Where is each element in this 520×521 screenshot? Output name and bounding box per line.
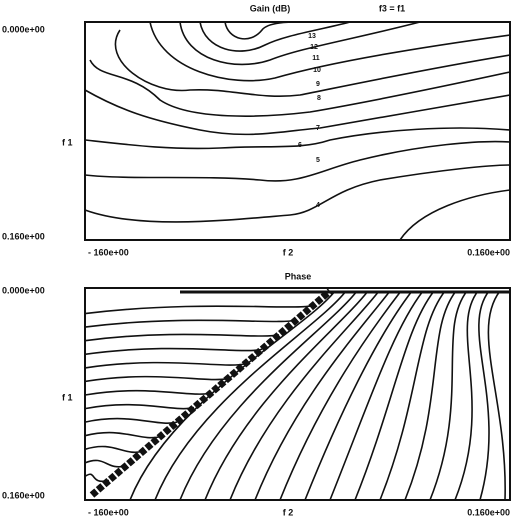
contour-line: [84, 445, 144, 454]
contour-line: [84, 361, 246, 369]
phase-wrap-band: [89, 288, 333, 498]
contour-label: 13: [308, 33, 316, 40]
contour-line: [229, 290, 380, 501]
contour-line: [154, 290, 347, 501]
contour-line: [84, 389, 212, 396]
contour-line: [129, 290, 336, 501]
x-tick-label: 0.160e+00: [467, 507, 510, 517]
contour-label: 12: [310, 44, 318, 51]
contour-line: [84, 459, 127, 468]
contour-line: [454, 290, 479, 501]
contour-line: [404, 290, 457, 501]
y-axis-label: f 1: [62, 392, 73, 402]
x-tick-label: 0.160e+00: [467, 247, 510, 257]
contour-line: [84, 333, 280, 342]
contour-line: [329, 290, 424, 501]
contour-line: [487, 290, 506, 501]
contour-line: [179, 290, 358, 501]
y-tick-label: 0.000e+00: [2, 285, 45, 295]
chart-title: Gain (dB): [250, 3, 291, 13]
contour-label: 9: [316, 81, 320, 88]
x-tick-label: - 160e+00: [88, 247, 129, 257]
contour-line: [84, 304, 314, 315]
chart-title: Phase: [285, 271, 312, 281]
contour-lines: [84, 21, 511, 241]
contour-line: [84, 417, 178, 424]
plot-frame: [84, 287, 511, 501]
contour-line: [429, 290, 468, 501]
y-axis-label: f 1: [62, 137, 73, 147]
contour-label: 4: [316, 202, 320, 209]
contour-label: 8: [317, 95, 321, 102]
contour-line: [84, 347, 263, 356]
contour-line: [254, 290, 391, 501]
contour-line: [478, 290, 490, 501]
contour-line: [354, 290, 435, 501]
contour-line: [304, 290, 413, 501]
contour-line: [379, 290, 446, 501]
x-axis-label: f 2: [283, 247, 294, 257]
y-tick-label: 0.000e+00: [2, 24, 45, 34]
contour-label: 10: [313, 67, 321, 74]
contour-line: [84, 403, 195, 410]
contour-line: [204, 290, 369, 501]
contour-label: 7: [316, 125, 320, 132]
contour-label: 11: [312, 55, 320, 62]
contour-lines: [84, 288, 510, 501]
gain-plot: Gain (dB) f3 = f1 0.000e+00 0.160e+00 f …: [2, 3, 511, 257]
y-tick-label: 0.160e+00: [2, 231, 45, 241]
contour-line: [279, 290, 402, 501]
x-tick-label: - 160e+00: [88, 507, 129, 517]
contour-line: [84, 319, 297, 328]
contour-line: [84, 431, 161, 439]
y-tick-label: 0.160e+00: [2, 490, 45, 500]
x-axis-label: f 2: [283, 507, 294, 517]
contour-label: 5: [316, 157, 320, 164]
contour-line: [84, 375, 229, 383]
phase-plot: Phase 0.000e+00 0.160e+00 f 1 - 160e+00 …: [2, 271, 511, 517]
contour-label: 6: [298, 142, 302, 149]
chart-subtitle: f3 = f1: [379, 3, 405, 13]
